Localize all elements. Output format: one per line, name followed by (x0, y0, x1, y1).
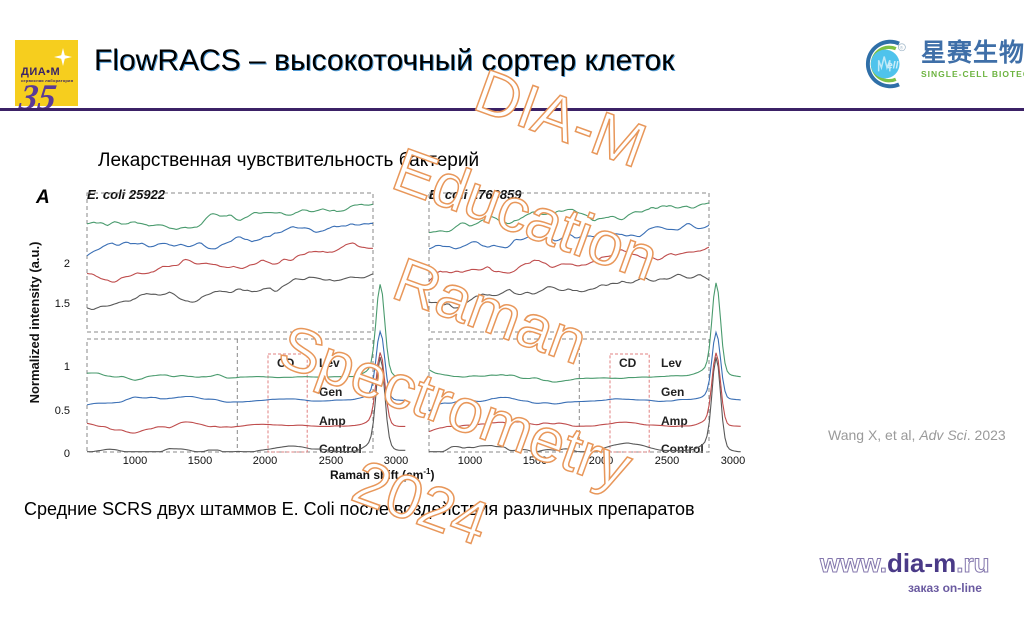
svg-text:®: ® (900, 44, 904, 50)
svg-text:ell: ell (887, 61, 900, 72)
